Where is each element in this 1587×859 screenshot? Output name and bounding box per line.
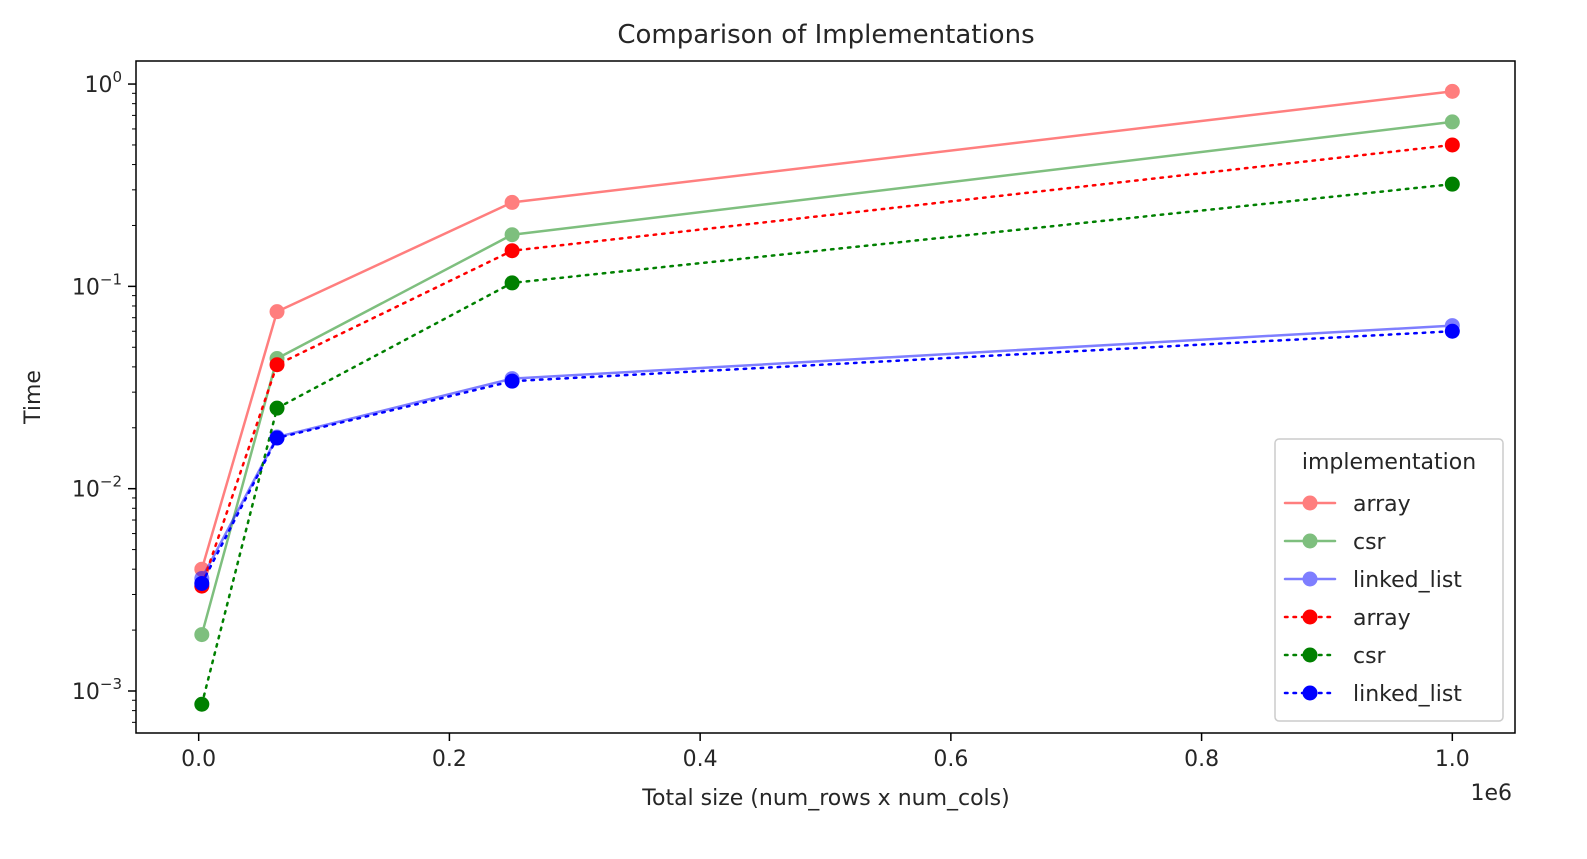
y-tick-label: 10−1 [72, 270, 122, 300]
data-point [269, 400, 285, 416]
plot-frame [135, 60, 1516, 734]
legend-item: array [1283, 492, 1411, 517]
x-tick-label: 0.4 [683, 747, 718, 772]
data-point [269, 304, 285, 320]
legend-handle [1283, 495, 1337, 511]
data-point [504, 227, 520, 243]
series-line [200, 324, 1454, 580]
data-point [194, 627, 210, 643]
legend-item: array [1283, 606, 1411, 631]
legend-item: csr [1283, 530, 1387, 555]
series-csr-dotted [194, 176, 1460, 712]
data-point [269, 357, 285, 373]
data-point [1444, 137, 1460, 153]
x-axis-label: Total size (num_rows x num_cols) [641, 786, 1009, 811]
legend-label: csr [1353, 530, 1387, 555]
data-point [504, 373, 520, 389]
x-tick-label: 1.0 [1435, 747, 1470, 772]
series-line [200, 330, 1454, 585]
data-point [504, 243, 520, 259]
chart-title: Comparison of Implementations [617, 20, 1034, 50]
legend-label: linked_list [1353, 682, 1462, 707]
legend-label: array [1353, 492, 1411, 517]
series-line [200, 120, 1454, 636]
legend-item: linked_list [1283, 568, 1462, 593]
legend-item: linked_list [1283, 682, 1462, 707]
x-offset-text: 1e6 [1470, 781, 1512, 806]
legend-item: csr [1283, 644, 1387, 669]
legend-label: linked_list [1353, 568, 1462, 593]
x-tick-label: 0.6 [933, 747, 968, 772]
y-axis-label: Time [21, 370, 46, 425]
legend-handle [1283, 533, 1337, 549]
series-csr-solid [194, 114, 1460, 643]
series-linked-list-dotted [194, 323, 1460, 591]
data-point [504, 275, 520, 291]
legend-label: array [1353, 606, 1411, 631]
data-point [194, 575, 210, 591]
legend-handle [1283, 685, 1337, 701]
x-tick-label: 0.2 [432, 747, 467, 772]
legend-label: csr [1353, 644, 1387, 669]
y-tick-label: 10−2 [72, 473, 122, 503]
legend-box [1274, 438, 1504, 722]
data-point [1444, 323, 1460, 339]
data-point [1444, 114, 1460, 130]
data-point [1444, 176, 1460, 192]
series-line [200, 90, 1454, 571]
x-tick-label: 0.8 [1184, 747, 1219, 772]
y-tick-label: 100 [84, 68, 122, 98]
legend: implementationarraycsrlinked_listarraycs… [1274, 438, 1504, 722]
data-point [194, 696, 210, 712]
data-point [269, 430, 285, 446]
legend-handle [1283, 571, 1337, 587]
series-line [200, 182, 1454, 706]
legend-title: implementation [1302, 450, 1476, 475]
series-line [200, 143, 1454, 588]
y-tick-label: 10−3 [72, 675, 122, 705]
x-tick-label: 0.0 [181, 747, 216, 772]
legend-handle [1283, 647, 1337, 663]
data-point [1444, 83, 1460, 99]
data-point [504, 194, 520, 210]
legend-handle [1283, 609, 1337, 625]
